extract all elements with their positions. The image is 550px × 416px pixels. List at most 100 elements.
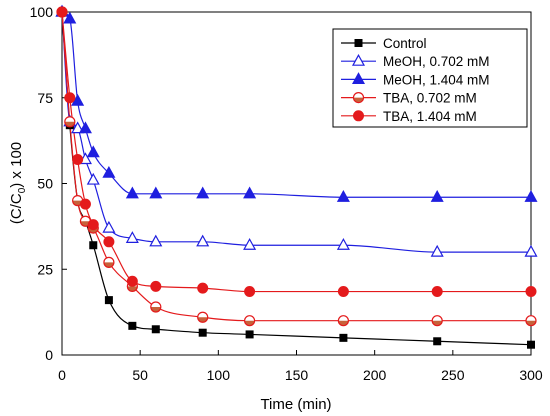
data-point-tba-1-404-mm [72,153,84,165]
legend-entry-tba-0-702-mm: TBA, 0.702 mM [341,91,477,106]
legend: Control MeOH, 0.702 mM MeOH, 1.404 mM TBA, … [332,28,528,128]
marker-outline [103,256,115,268]
x-tick-label: 0 [58,367,66,383]
data-point-tba-0-702-mm [525,315,537,327]
data-point-tba-1-404-mm [197,282,209,294]
marker-outline [244,315,256,327]
data-point-tba-1-404-mm [79,198,91,210]
x-tick-label: 150 [285,367,309,383]
data-point-control [151,325,160,334]
data-point-meoh-1-404-mm [125,186,139,199]
y-tick-label: 0 [45,347,53,363]
data-point-meoh-0-702-mm [86,172,100,185]
y-tick-label: 50 [37,176,53,192]
data-point-meoh-1-404-mm [63,11,77,24]
data-point-tba-1-404-mm [244,286,256,298]
x-tick-label: 300 [519,367,543,383]
data-point-tba-0-702-mm [244,315,256,327]
marker-outline [431,315,443,327]
data-point-tba-1-404-mm [87,219,99,231]
legend-marker [354,39,363,47]
y-axis-label-subscript: 0 [17,187,28,193]
data-point-meoh-0-702-mm [430,244,444,257]
data-point-meoh-0-702-mm [125,231,139,243]
data-point-control [104,296,113,305]
data-point-meoh-0-702-mm [102,220,116,233]
series-points-tba-1-404-mm [56,6,537,298]
legend-label: MeOH, 1.404 mM [383,72,490,87]
y-axis-label-text: (C/C [8,193,25,224]
x-tick-label: 200 [363,367,387,383]
x-tick-label: 100 [207,367,231,383]
data-point-meoh-1-404-mm [430,189,444,202]
data-point-tba-1-404-mm [525,286,537,298]
y-axis-label: (C/C0) x 100 [8,142,28,224]
data-point-meoh-0-702-mm [71,121,85,134]
plot-frame [61,11,532,356]
x-tick-label: 250 [441,367,465,383]
legend-marker [351,72,366,85]
y-axis-label-suffix: ) x 100 [8,142,25,188]
data-point-meoh-0-702-mm [196,234,210,247]
y-tick-label: 75 [37,90,53,106]
legend-label: MeOH, 0.702 mM [383,54,490,69]
data-point-tba-0-702-mm [150,301,162,313]
marker-outline [150,301,162,313]
legend-entry-tba-1-404-mm: TBA, 1.404 mM [341,109,477,124]
marker-outline [64,116,76,128]
marker-outline [525,315,537,327]
data-point-tba-0-702-mm [64,116,76,128]
data-point-meoh-0-702-mm [336,237,350,250]
data-point-tba-1-404-mm [337,286,349,298]
data-point-meoh-1-404-mm [524,189,538,202]
data-point-tba-0-702-mm [197,311,209,323]
legend-label: Control [383,36,427,51]
x-axis-label: Time (min) [260,396,331,413]
x-axis: 0 50 100 150 200 250 300 [58,350,543,383]
series-markers [55,4,538,349]
data-point-tba-1-404-mm [150,280,162,292]
legend-marker [352,91,365,104]
legend-label: TBA, 0.702 mM [383,91,477,106]
legend-entry-control: Control [341,36,427,51]
data-point-control [433,337,442,346]
data-point-tba-1-404-mm [64,92,76,104]
data-point-meoh-1-404-mm [149,186,163,199]
legend-label: TBA, 1.404 mM [383,109,477,124]
data-point-tba-0-702-mm [431,315,443,327]
legend-box [332,28,528,128]
data-point-control [198,328,207,337]
data-point-meoh-0-702-mm [149,234,163,247]
y-tick-label: 100 [30,4,54,20]
marker-outline [352,91,365,104]
data-point-meoh-0-702-mm [524,244,538,257]
marker-outline [197,311,209,323]
data-point-control [128,321,137,330]
data-point-tba-1-404-mm [126,275,138,287]
data-point-meoh-1-404-mm [196,186,210,199]
legend-marker [353,110,364,122]
legend-entry-meoh-0-702-mm: MeOH, 0.702 mM [341,53,490,69]
data-point-tba-1-404-mm [56,6,68,18]
data-point-meoh-1-404-mm [243,186,257,199]
x-tick-label: 50 [132,367,148,383]
y-tick-label: 25 [37,261,53,277]
legend-entry-meoh-1-404-mm: MeOH, 1.404 mM [341,72,490,87]
data-point-meoh-0-702-mm [243,237,257,250]
marker-outline [337,315,349,327]
data-point-control [245,330,254,339]
data-point-meoh-1-404-mm [71,93,85,106]
data-point-tba-1-404-mm [431,286,443,298]
data-point-meoh-1-404-mm [102,165,116,178]
data-point-control [527,340,535,349]
data-point-meoh-1-404-mm [78,121,92,134]
legend-marker [351,53,366,66]
data-point-control [89,241,98,250]
data-point-meoh-1-404-mm [336,189,350,202]
data-point-tba-0-702-mm [337,315,349,327]
data-point-meoh-1-404-mm [86,145,100,158]
data-point-tba-0-702-mm [103,256,115,268]
data-point-control [339,333,348,342]
data-point-tba-1-404-mm [103,236,115,248]
